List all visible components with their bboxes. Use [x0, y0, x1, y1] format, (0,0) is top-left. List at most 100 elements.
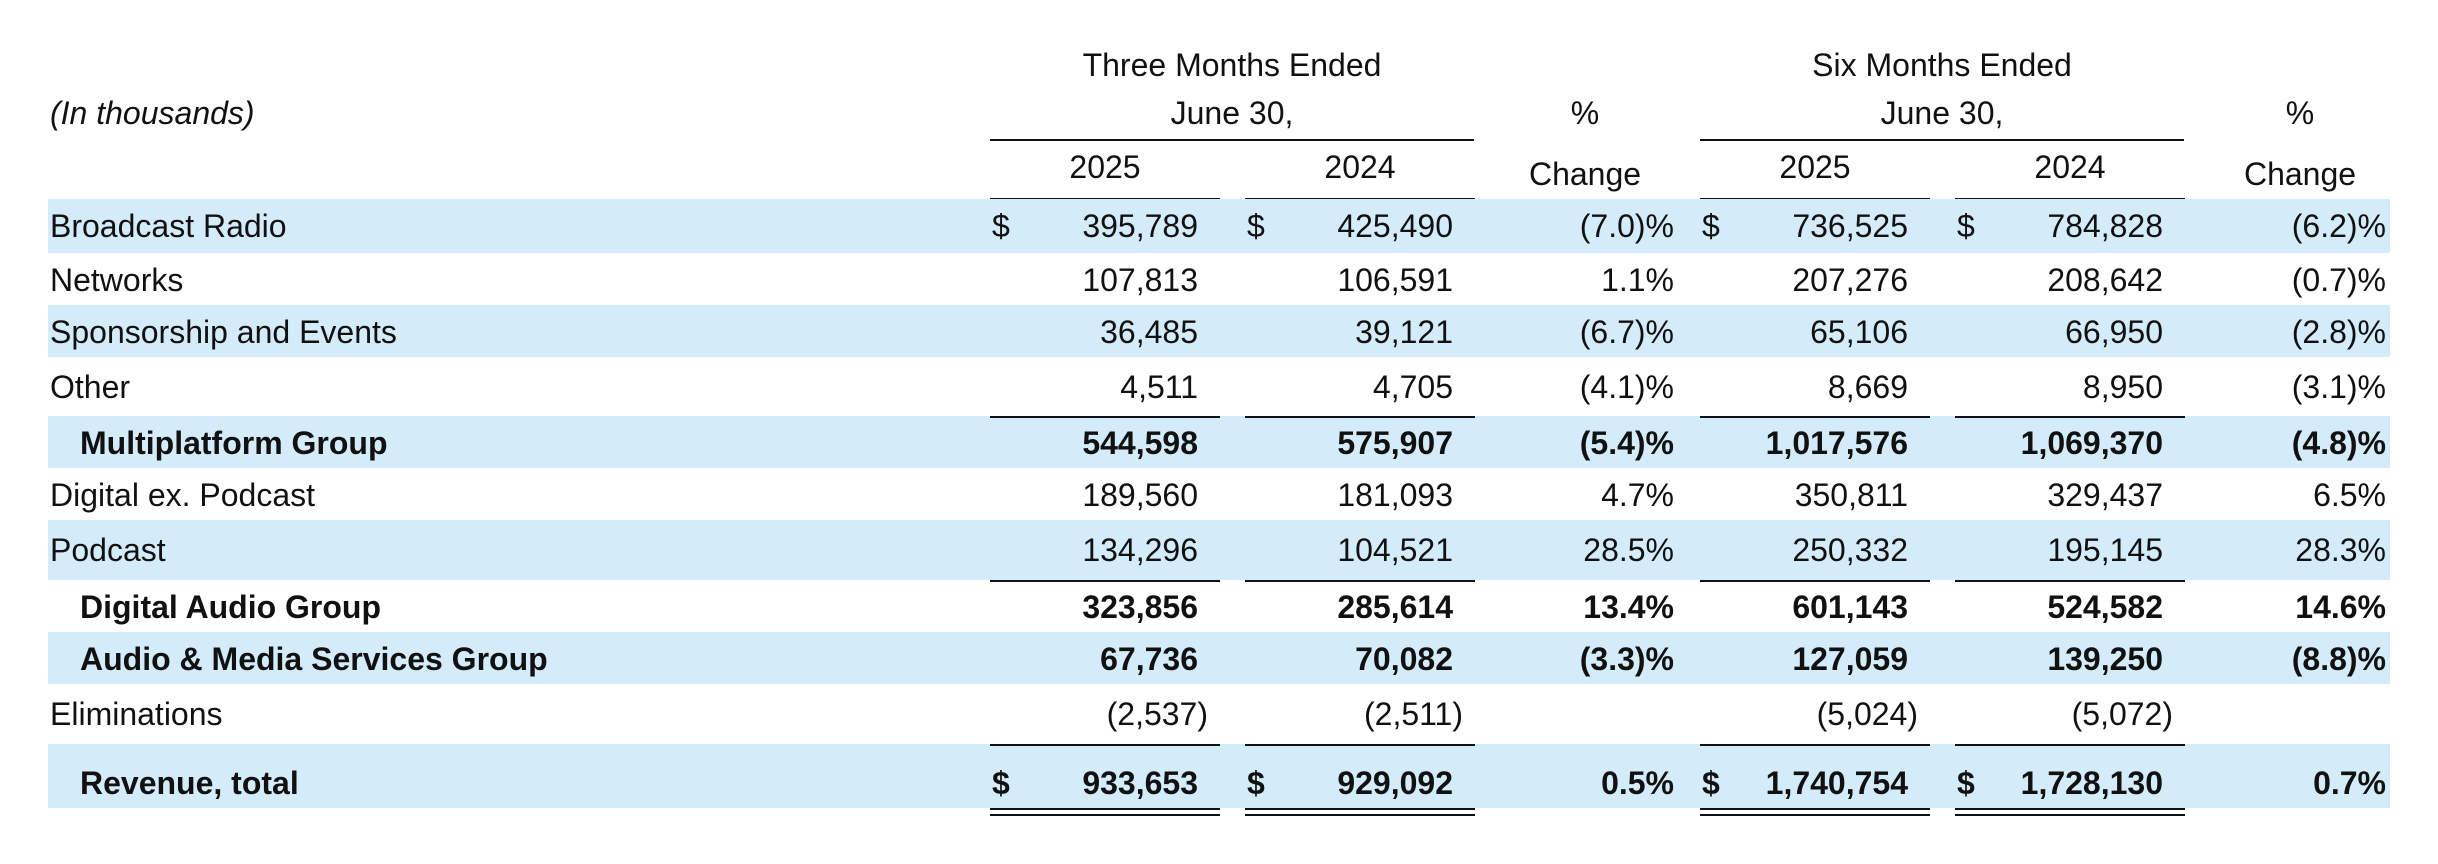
subtotal-rule — [990, 416, 1220, 418]
pct-change-cell: 1.1% — [1601, 262, 1674, 298]
pct-change-cell: 13.4% — [1583, 589, 1674, 625]
col-q-2025: 2025 — [1069, 149, 1141, 185]
currency-symbol: $ — [1957, 765, 1975, 801]
pct-change-cell: 0.5% — [1601, 765, 1674, 801]
table-cell: 575,907 — [1337, 425, 1453, 461]
table-cell: 208,642 — [2047, 262, 2163, 298]
row-label: Other — [50, 369, 131, 405]
table-cell: 395,789 — [1082, 208, 1198, 244]
total-double-rule — [1700, 808, 1930, 816]
table-cell: (2,511) — [1363, 696, 1463, 732]
three-months-date: June 30, — [1170, 95, 1294, 131]
table-cell: 36,485 — [1100, 314, 1198, 350]
row-label: Broadcast Radio — [50, 208, 287, 244]
subtotal-rule — [1955, 744, 2185, 746]
row-shading — [48, 199, 2390, 253]
row-shading — [48, 520, 2390, 580]
pct-change-cell: (5.4)% — [1579, 425, 1674, 461]
three-months-pct-symbol: % — [1570, 95, 1600, 131]
unit-label: (In thousands) — [50, 95, 255, 131]
table-cell: 544,598 — [1082, 425, 1198, 461]
three-months-heading: Three Months Ended — [1082, 47, 1382, 83]
pct-change-cell: 0.7% — [2313, 765, 2386, 801]
row-label: Networks — [50, 262, 184, 298]
subtotal-rule — [990, 744, 1220, 746]
table-cell: 195,145 — [2047, 532, 2163, 568]
table-cell: 1,069,370 — [2020, 425, 2163, 461]
pct-change-cell: 28.5% — [1583, 532, 1674, 568]
table-cell: 8,669 — [1827, 369, 1908, 405]
col-h-2025: 2025 — [1779, 149, 1851, 185]
subtotal-rule — [1245, 416, 1475, 418]
row-shading — [48, 305, 2390, 357]
row-label: Digital ex. Podcast — [50, 477, 316, 513]
pct-change-cell: (3.1)% — [2291, 369, 2386, 405]
currency-symbol: $ — [1247, 208, 1265, 244]
subtotal-rule — [1245, 580, 1475, 582]
pct-change-cell: (8.8)% — [2291, 641, 2386, 677]
table-cell: (5,024) — [1816, 696, 1918, 732]
currency-symbol: $ — [1702, 208, 1720, 244]
currency-symbol: $ — [1957, 208, 1975, 244]
table-cell: 104,521 — [1337, 532, 1453, 568]
table-cell: 67,736 — [1100, 641, 1198, 677]
col-h-2024: 2024 — [2034, 149, 2106, 185]
table-cell: 134,296 — [1082, 532, 1198, 568]
table-cell: 285,614 — [1337, 589, 1453, 625]
pct-change-cell: (6.7)% — [1579, 314, 1674, 350]
six-months-underline — [1700, 139, 2184, 141]
row-shading — [48, 416, 2390, 468]
three-months-underline — [990, 139, 1474, 141]
table-cell: 4,705 — [1372, 369, 1453, 405]
table-cell: 784,828 — [2047, 208, 2163, 244]
subtotal-rule — [1955, 416, 2185, 418]
six-months-pct-symbol: % — [2285, 95, 2315, 131]
row-shading — [48, 744, 2390, 808]
pct-change-cell: 14.6% — [2295, 589, 2386, 625]
table-cell: 1,740,754 — [1765, 765, 1908, 801]
currency-symbol: $ — [1247, 765, 1265, 801]
table-cell: 601,143 — [1792, 589, 1908, 625]
table-cell: 139,250 — [2047, 641, 2163, 677]
table-cell: 323,856 — [1082, 589, 1198, 625]
table-cell: 70,082 — [1355, 641, 1453, 677]
table-cell: 1,728,130 — [2020, 765, 2163, 801]
subtotal-rule — [1245, 744, 1475, 746]
table-cell: 66,950 — [2065, 314, 2163, 350]
pct-change-cell: (7.0)% — [1579, 208, 1674, 244]
row-shading — [48, 632, 2390, 684]
table-cell: 65,106 — [1810, 314, 1908, 350]
total-double-rule — [1245, 808, 1475, 816]
pct-change-cell: (6.2)% — [2291, 208, 2386, 244]
table-cell: 4,511 — [1120, 369, 1198, 405]
total-double-rule — [1955, 808, 2185, 816]
col-q-2024: 2024 — [1324, 149, 1396, 185]
pct-change-cell: (4.8)% — [2291, 425, 2386, 461]
table-cell: 1,017,576 — [1765, 425, 1908, 461]
pct-change-cell: (4.1)% — [1579, 369, 1674, 405]
table-cell: 736,525 — [1792, 208, 1908, 244]
row-label: Podcast — [50, 532, 166, 568]
six-months-pct-change-heading: Change — [2243, 156, 2357, 192]
row-label: Digital Audio Group — [80, 589, 381, 625]
row-label: Multiplatform Group — [80, 425, 388, 461]
table-cell: 250,332 — [1792, 532, 1908, 568]
table-cell: 929,092 — [1337, 765, 1453, 801]
six-months-heading: Six Months Ended — [1812, 47, 2072, 83]
table-cell: 127,059 — [1792, 641, 1908, 677]
pct-change-cell: 6.5% — [2313, 477, 2386, 513]
table-cell: 524,582 — [2047, 589, 2163, 625]
three-months-pct-change-heading: Change — [1528, 156, 1642, 192]
table-cell: 189,560 — [1082, 477, 1198, 513]
subtotal-rule — [1700, 580, 1930, 582]
row-label: Sponsorship and Events — [50, 314, 397, 350]
table-cell: 8,950 — [2082, 369, 2163, 405]
pct-change-cell: (3.3)% — [1579, 641, 1674, 677]
table-cell: 181,093 — [1337, 477, 1453, 513]
table-cell: 329,437 — [2047, 477, 2163, 513]
pct-change-cell: 4.7% — [1601, 477, 1674, 513]
table-cell: 39,121 — [1355, 314, 1453, 350]
subtotal-rule — [990, 580, 1220, 582]
table-cell: 106,591 — [1337, 262, 1453, 298]
